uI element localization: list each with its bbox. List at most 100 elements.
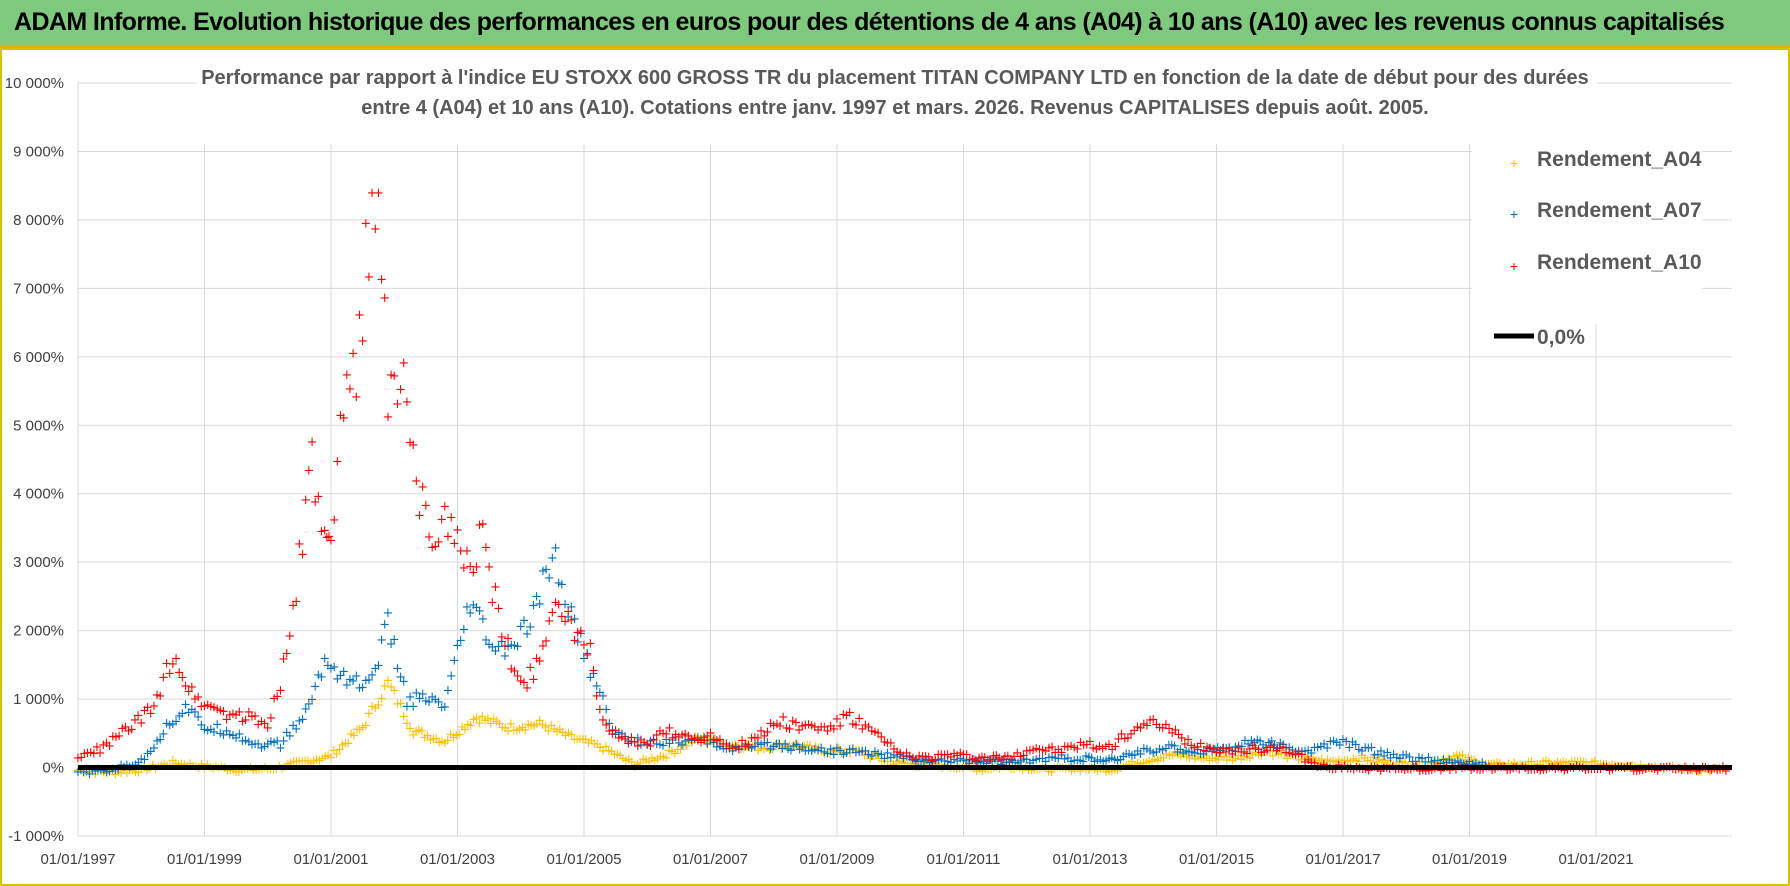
data-point: + [414, 723, 425, 738]
data-point: + [370, 222, 381, 237]
x-tick-label: 01/01/2005 [546, 851, 621, 868]
data-point: + [819, 720, 830, 735]
data-point: + [579, 652, 590, 667]
data-point: + [854, 712, 865, 727]
data-point: + [825, 747, 836, 762]
data-point: + [531, 717, 542, 732]
data-point: + [297, 547, 308, 562]
data-point: + [646, 751, 657, 766]
data-point: + [780, 737, 791, 752]
data-point: + [110, 730, 121, 745]
data-point: + [672, 742, 683, 757]
data-point: + [1423, 751, 1434, 766]
data-point: + [718, 737, 729, 752]
data-point: + [1652, 763, 1663, 778]
data-point: + [1198, 743, 1209, 758]
data-point: + [819, 745, 830, 760]
data-point: + [1106, 764, 1117, 779]
data-point: + [1202, 740, 1213, 755]
data-point: + [1696, 764, 1707, 779]
data-point: + [1453, 754, 1464, 769]
data-point: + [1583, 763, 1594, 778]
data-point: + [528, 672, 539, 687]
data-point: + [164, 718, 175, 733]
data-point: + [1072, 753, 1083, 768]
report-banner: ADAM Informe. Evolution historique des p… [0, 0, 1790, 48]
data-point: + [373, 698, 384, 713]
data-point: + [1552, 755, 1563, 770]
data-point: + [1007, 754, 1018, 769]
data-point: + [231, 765, 242, 780]
data-point: + [1144, 754, 1155, 769]
data-point: + [556, 610, 567, 625]
data-point: + [945, 756, 956, 771]
data-point: + [1463, 750, 1474, 765]
data-point: + [673, 730, 684, 745]
data-point: + [658, 726, 669, 741]
data-point: + [78, 766, 89, 781]
data-point: + [737, 733, 748, 748]
data-point: + [838, 707, 849, 722]
data-point: + [303, 754, 314, 769]
data-point: + [594, 686, 605, 701]
data-point: + [635, 756, 646, 771]
data-point: + [1147, 754, 1158, 769]
data-point: + [329, 660, 340, 675]
data-point: + [392, 697, 403, 712]
legend-label-a07: Rendement_A07 [1537, 199, 1702, 222]
data-point: + [1318, 757, 1329, 772]
data-point: + [1127, 748, 1138, 763]
data-point: + [1338, 732, 1349, 747]
data-point: + [544, 614, 555, 629]
data-point: + [460, 723, 471, 738]
data-point: + [110, 763, 121, 778]
data-point: + [905, 757, 916, 772]
data-point: + [95, 746, 106, 761]
data-point: + [641, 753, 652, 768]
data-point: + [842, 746, 853, 761]
data-point: + [1472, 758, 1483, 773]
data-point: + [874, 751, 885, 766]
data-point: + [490, 580, 501, 595]
data-point: + [904, 749, 915, 764]
data-point: + [221, 724, 232, 739]
x-tick-label: 01/01/2021 [1558, 851, 1633, 868]
data-point: + [1687, 763, 1698, 778]
data-point: + [810, 740, 821, 755]
data-point: + [1023, 763, 1034, 778]
data-point: + [1306, 746, 1317, 761]
data-point: + [708, 736, 719, 751]
data-point: + [1368, 750, 1379, 765]
data-point: + [1069, 763, 1080, 778]
data-point: + [158, 727, 169, 742]
data-point: + [1369, 748, 1380, 763]
data-point: + [1569, 755, 1580, 770]
data-point: + [183, 706, 194, 721]
data-point: + [96, 763, 107, 778]
data-point: + [508, 724, 519, 739]
data-point: + [939, 754, 950, 769]
data-point: + [1132, 744, 1143, 759]
data-point: + [170, 757, 181, 772]
data-point: + [496, 634, 507, 649]
data-point: + [918, 754, 929, 769]
data-point: + [794, 743, 805, 758]
data-point: + [866, 724, 877, 739]
data-point: + [297, 713, 308, 728]
data-point: + [1253, 742, 1264, 757]
data-point: + [414, 692, 425, 707]
data-point: + [1242, 750, 1253, 765]
data-point: + [1394, 751, 1405, 766]
data-point: + [1157, 721, 1168, 736]
data-point: + [117, 721, 128, 736]
data-point: + [743, 738, 754, 753]
data-point: + [316, 524, 327, 539]
data-point: + [152, 734, 163, 749]
data-point: + [879, 755, 890, 770]
y-tick-label: 9 000% [13, 143, 64, 160]
data-point: + [209, 725, 220, 740]
data-point: + [1112, 754, 1123, 769]
data-point: + [705, 726, 716, 741]
data-point: + [367, 700, 378, 715]
data-point: + [386, 368, 397, 383]
